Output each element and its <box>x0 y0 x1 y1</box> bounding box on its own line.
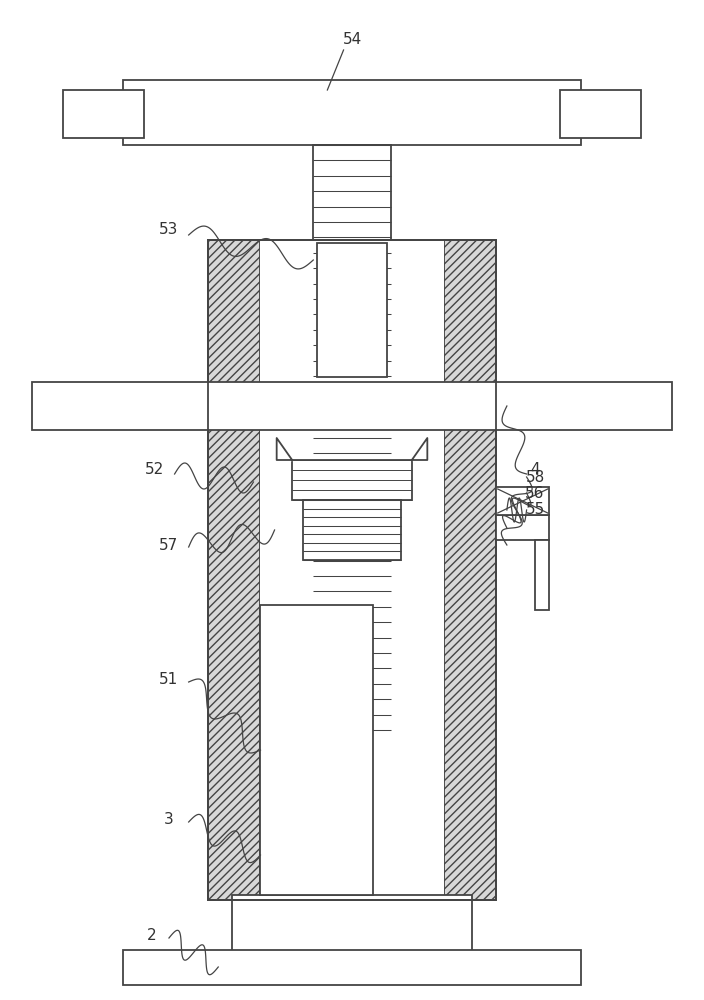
Bar <box>292 460 412 500</box>
Bar <box>32 382 672 430</box>
Bar <box>208 240 496 900</box>
Text: 52: 52 <box>145 462 165 478</box>
Text: 56: 56 <box>525 486 545 500</box>
Bar <box>303 500 401 560</box>
Text: 4: 4 <box>530 462 540 478</box>
Polygon shape <box>412 438 427 460</box>
Bar <box>444 240 496 900</box>
Bar <box>260 240 444 900</box>
Bar <box>232 895 472 960</box>
Bar <box>560 90 641 138</box>
Text: 53: 53 <box>159 223 179 237</box>
Text: 2: 2 <box>146 928 156 942</box>
Bar <box>63 90 144 138</box>
Text: 3: 3 <box>164 812 174 828</box>
Polygon shape <box>277 438 292 460</box>
Bar <box>496 515 549 540</box>
Bar <box>123 950 581 985</box>
Bar <box>317 243 387 377</box>
Text: 57: 57 <box>159 538 179 552</box>
Bar <box>535 540 549 610</box>
Text: 54: 54 <box>342 32 362 47</box>
Bar <box>208 240 260 900</box>
Bar <box>123 80 581 145</box>
Text: 51: 51 <box>159 672 179 688</box>
Text: 58: 58 <box>525 470 545 485</box>
Bar <box>260 605 373 895</box>
Bar <box>313 145 391 730</box>
Bar <box>496 487 549 515</box>
Bar <box>208 240 496 900</box>
Text: 55: 55 <box>525 502 545 518</box>
